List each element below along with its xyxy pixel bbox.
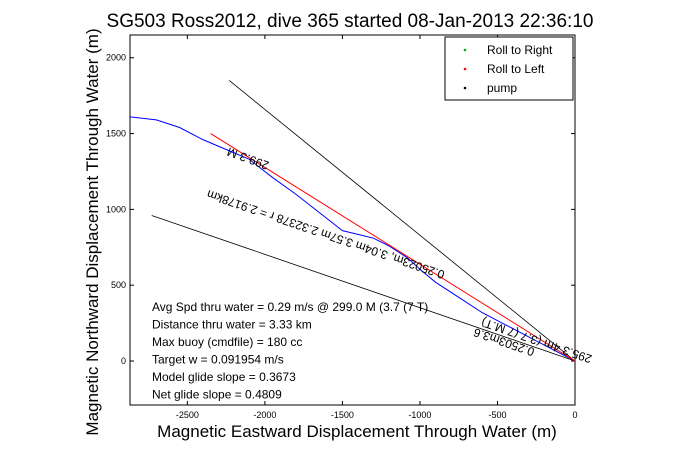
y-tick-label: 2000 bbox=[106, 53, 126, 63]
y-tick-label: 500 bbox=[111, 280, 126, 290]
data-series bbox=[129, 116, 576, 362]
series-line-1 bbox=[129, 116, 576, 362]
x-tick-label: 0 bbox=[572, 410, 577, 420]
y-tick-label: 1500 bbox=[106, 129, 126, 139]
reference-lines bbox=[151, 80, 576, 362]
chart-title: SG503 Ross2012, dive 365 started 08-Jan-… bbox=[107, 11, 594, 32]
legend-label: Roll to Right bbox=[487, 43, 553, 57]
legend-label: Roll to Left bbox=[487, 62, 545, 76]
legend-marker bbox=[463, 48, 467, 52]
reference-line-1 bbox=[228, 80, 576, 362]
x-tick-label: -2500 bbox=[176, 410, 199, 420]
stats-text-block: Avg Spd thru water = 0.29 m/s @ 299.0 M … bbox=[152, 300, 428, 402]
reference-line-2 bbox=[151, 215, 576, 362]
stats-line: Avg Spd thru water = 0.29 m/s @ 299.0 M … bbox=[152, 300, 428, 314]
plot-area bbox=[129, 34, 576, 406]
y-tick-label: 1000 bbox=[106, 204, 126, 214]
x-tick-label: -500 bbox=[488, 410, 506, 420]
stats-line: Distance thru water = 3.33 km bbox=[152, 318, 312, 332]
stats-line: Model glide slope = 0.3673 bbox=[152, 370, 296, 384]
stats-line: Target w = 0.091954 m/s bbox=[152, 353, 284, 367]
series-line-2 bbox=[210, 133, 576, 362]
stats-line: Max buoy (cmdfile) = 180 cc bbox=[152, 335, 302, 349]
x-tick-label: -1000 bbox=[408, 410, 431, 420]
legend-marker bbox=[463, 86, 467, 90]
y-tick-label: 0 bbox=[121, 356, 126, 366]
stats-line: Net glide slope = 0.4809 bbox=[152, 388, 282, 402]
legend-box bbox=[444, 36, 574, 101]
legend-label: pump bbox=[487, 81, 517, 95]
legend: Roll to Right Roll to Left pump bbox=[444, 36, 574, 101]
legend-marker bbox=[463, 67, 467, 71]
x-axis-label: Magnetic Eastward Displacement Through W… bbox=[157, 422, 557, 441]
x-tick-label: -2000 bbox=[253, 410, 276, 420]
y-axis-label: Magnetic Northward Displacement Through … bbox=[83, 28, 102, 435]
x-tick-label: -1500 bbox=[331, 410, 354, 420]
